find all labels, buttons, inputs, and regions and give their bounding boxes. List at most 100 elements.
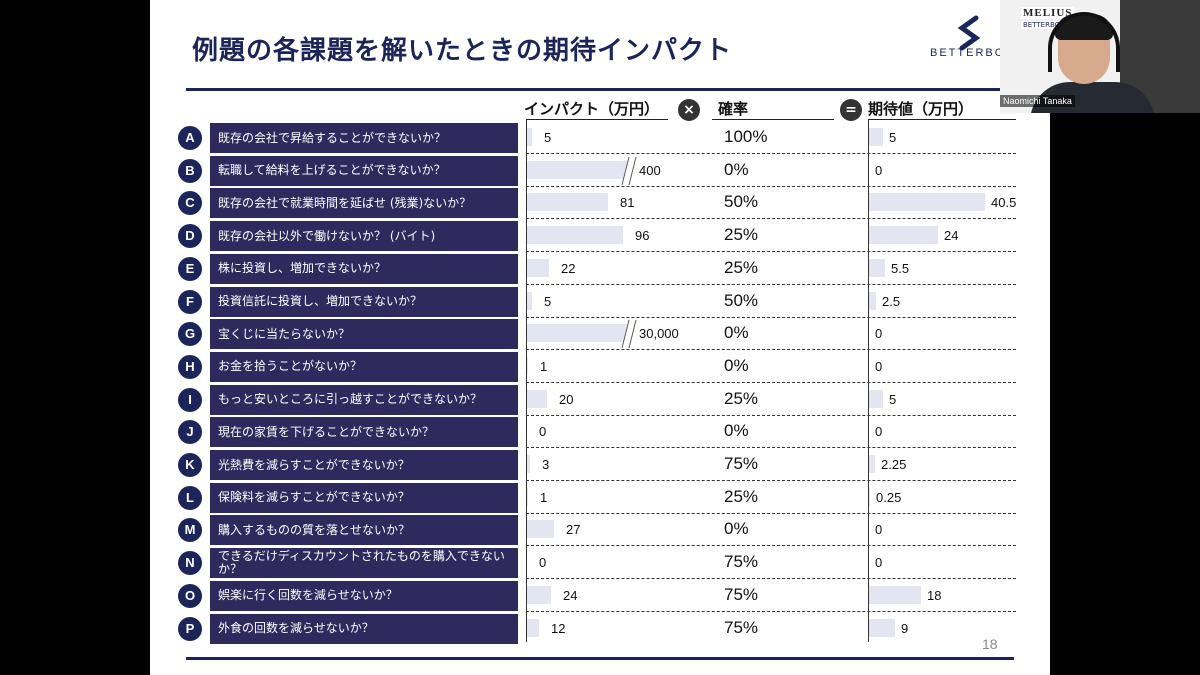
probability-value: 75% (724, 552, 759, 572)
row-divider (526, 251, 1016, 253)
question-label: 娯楽に行く回数を減らせないか？ (210, 580, 518, 611)
expected-value: 18 (927, 587, 942, 603)
question-label: 投資信託に投資し、増加できないか？ (210, 286, 518, 317)
impact-bar (527, 160, 627, 179)
table-row: J 現在の家賃を下げることができないか？ 0 0% 0 (150, 416, 1050, 449)
headset-icon (1048, 12, 1120, 72)
impact-value: 3 (542, 457, 550, 472)
bottom-rule (186, 657, 1014, 660)
expected-bar (869, 389, 883, 408)
expected-value: 0 (875, 162, 883, 178)
row-letter-badge: H (178, 354, 202, 379)
header-expected-underline (868, 119, 1016, 120)
probability-value: 0% (724, 323, 749, 343)
impact-bar (527, 258, 549, 277)
impact-axis (526, 120, 527, 642)
row-divider (526, 610, 1016, 612)
row-divider (526, 381, 1016, 383)
expected-bar (869, 487, 870, 506)
impact-bar (527, 356, 528, 375)
table-row: D 既存の会社以外で働けないか？ (バイト) 96 25% 24 (150, 220, 1050, 253)
probability-value: 25% (724, 257, 759, 277)
impact-value: 81 (620, 195, 635, 211)
table-row: L 保険料を減らすことができないか？ 1 25% 0.25 (150, 482, 1050, 514)
impact-value: 5 (544, 293, 552, 309)
melius-logo: MELIUS (1021, 7, 1075, 19)
impact-value: 27 (566, 522, 581, 538)
impact-bar (527, 389, 547, 408)
row-letter-badge: N (178, 551, 202, 576)
probability-value: 0% (724, 421, 749, 441)
row-letter-badge: C (178, 191, 202, 216)
row-letter-badge: D (178, 224, 202, 249)
question-label: お金を拾うことがないか？ (210, 351, 518, 382)
table-row: N できるだけディスカウントされたものを購入できないか？ 0 75% 0 (150, 547, 1050, 580)
row-letter-badge: O (178, 583, 202, 608)
row-divider (526, 480, 1016, 481)
impact-value: 96 (635, 228, 650, 244)
table-row: B 転職して給料を上げることができないか？ 400 0% 0 (150, 155, 1050, 187)
table-row: H お金を拾うことがないか？ 1 0% 0 (150, 351, 1050, 383)
expected-value: 2.5 (882, 293, 901, 309)
impact-bar (527, 455, 530, 473)
expected-bar (869, 585, 921, 604)
expected-value: 0 (875, 326, 883, 342)
question-label: 既存の会社で就業時間を延ばせ (残業)ないか？ (210, 188, 518, 219)
row-divider (526, 349, 1016, 351)
header-probability-underline (712, 119, 834, 120)
expected-value: 0 (875, 522, 883, 538)
header-expected: 期待値（万円） (868, 100, 974, 118)
question-label: 光熱費を減らすことができないか？ (210, 450, 518, 480)
row-letter-badge: P (178, 616, 202, 641)
expected-bar (869, 618, 895, 637)
impact-bar (527, 128, 532, 146)
table-row: I もっと安いところに引っ越すことができないか？ 20 25% 5 (150, 384, 1050, 416)
expected-bar (869, 455, 875, 473)
table-row: A 既存の会社で昇給することができないか？ 5 100% 5 (150, 122, 1050, 154)
table-row: O 娯楽に行く回数を減らせないか？ 24 75% 18 (150, 580, 1050, 612)
expected-bar (869, 128, 883, 146)
table-row: K 光熱費を減らすことができないか？ 3 75% 2.25 (150, 449, 1050, 481)
question-label: 既存の会社以外で働けないか？ (バイト) (210, 221, 518, 252)
probability-value: 75% (724, 584, 759, 604)
probability-value: 75% (724, 617, 759, 637)
betterboss-logo-icon (957, 15, 981, 51)
probability-value: 0% (724, 519, 749, 539)
row-divider (526, 447, 1016, 449)
row-letter-badge: G (178, 322, 202, 347)
expected-value: 0 (875, 358, 883, 374)
row-letter-badge: L (178, 485, 202, 510)
question-label: もっと安いところに引っ越すことができないか？ (210, 384, 518, 415)
question-label: 保険料を減らすことができないか？ (210, 482, 518, 513)
impact-value: 400 (639, 162, 661, 178)
probability-value: 25% (724, 486, 759, 506)
top-rule (186, 88, 1014, 91)
question-label: 転職して給料を上げることができないか？ (210, 155, 518, 186)
webcam-tile: MELIUS BETTERBOSS Naomichi Tanaka (1000, 0, 1200, 113)
probability-value: 25% (724, 388, 759, 408)
table-row: F 投資信託に投資し、増加できないか？ 5 50% 2.5 (150, 286, 1050, 318)
multiply-icon: × (678, 99, 700, 121)
table-row: M 購入するものの質を落とせないか？ 27 0% 0 (150, 514, 1050, 547)
probability-value: 0% (724, 355, 749, 375)
impact-value: 0 (539, 424, 547, 440)
row-divider (526, 316, 1016, 318)
header-probability: 確率 (718, 100, 749, 118)
slide: 例題の各課題を解いたときの期待インパクト BETTERBO インパクト（万円） … (150, 0, 1050, 675)
row-divider (526, 512, 1016, 514)
impact-value: 0 (539, 555, 547, 571)
header-impact-underline (526, 119, 668, 120)
expected-bar (869, 258, 885, 277)
expected-value: 0.25 (876, 489, 902, 505)
impact-bar (527, 193, 608, 212)
impact-value: 12 (551, 620, 566, 636)
row-letter-badge: K (178, 453, 202, 477)
probability-value: 100% (724, 127, 768, 146)
probability-value: 50% (724, 290, 759, 310)
impact-bar (527, 487, 528, 506)
impact-value: 24 (563, 587, 578, 603)
row-letter-badge: F (178, 289, 202, 314)
row-letter-badge: E (178, 256, 202, 281)
expected-bar (869, 193, 985, 212)
table-row: G 宝くじに当たらないか？ 30,000 0% 0 (150, 318, 1050, 351)
